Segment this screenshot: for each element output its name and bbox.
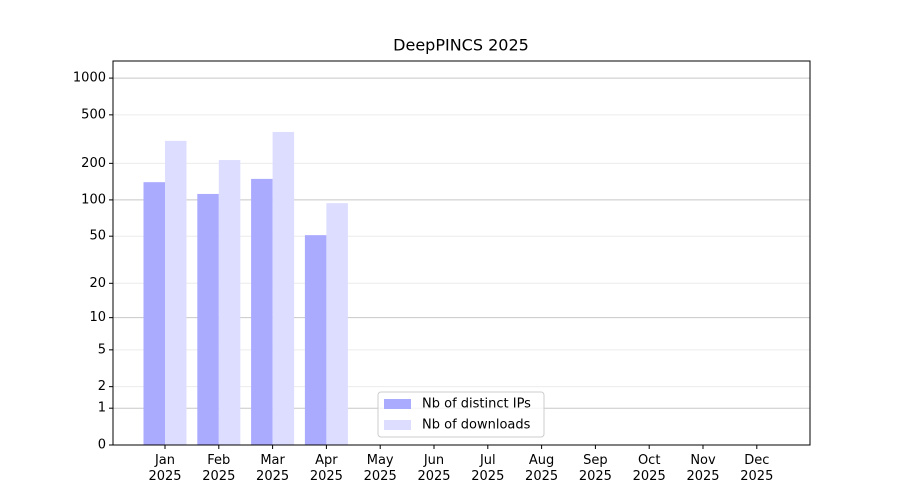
x-tick-label: Jul 2025 xyxy=(471,453,505,484)
y-tick-label: 5 xyxy=(98,342,106,357)
legend-box xyxy=(377,391,545,438)
bar xyxy=(218,160,241,446)
bar xyxy=(165,140,187,445)
x-tick-label: Dec 2025 xyxy=(740,453,774,484)
y-tick-label: 1000 xyxy=(73,71,106,86)
y-tick-label: 10 xyxy=(89,310,106,325)
bar xyxy=(143,182,165,446)
x-tick-label: Oct 2025 xyxy=(632,453,666,484)
bar xyxy=(251,178,273,446)
y-tick-label: 20 xyxy=(89,276,106,291)
bar xyxy=(197,193,219,445)
plot-frame xyxy=(112,60,811,446)
legend-label: Nb of downloads xyxy=(422,418,531,433)
y-tick-label: 2 xyxy=(98,379,106,394)
x-tick-label: Nov 2025 xyxy=(686,453,720,484)
x-tick-label: Sep 2025 xyxy=(578,453,612,484)
bar xyxy=(272,131,295,445)
x-tick-label: Jan 2025 xyxy=(148,453,182,484)
legend-label: Nb of distinct IPs xyxy=(422,397,531,412)
y-tick-label: 0 xyxy=(98,438,106,453)
x-tick-label: Jun 2025 xyxy=(417,453,451,484)
legend-swatch xyxy=(384,420,411,430)
x-tick-label: Aug 2025 xyxy=(525,453,559,484)
chart-title: DeepPINCS 2025 xyxy=(393,36,529,55)
x-tick-label: Mar 2025 xyxy=(256,453,290,484)
x-tick-label: Feb 2025 xyxy=(202,453,236,484)
legend-swatch xyxy=(384,399,411,409)
y-tick-label: 1 xyxy=(98,401,106,416)
legend: Nb of distinct IPs Nb of downloads xyxy=(377,391,545,438)
y-tick-label: 200 xyxy=(81,156,106,171)
bar xyxy=(304,235,327,445)
y-tick-label: 50 xyxy=(89,229,106,244)
x-tick-label: May 2025 xyxy=(363,453,397,484)
y-tick-label: 100 xyxy=(81,192,106,207)
y-tick-label: 500 xyxy=(81,107,106,122)
bar xyxy=(326,203,348,445)
x-tick-label: Apr 2025 xyxy=(309,453,343,484)
